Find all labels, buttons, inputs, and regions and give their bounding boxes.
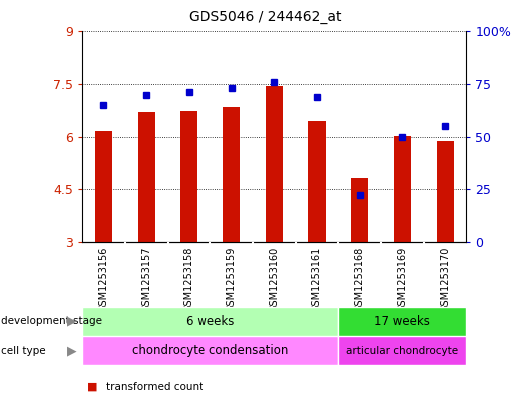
Bar [82, 307, 338, 336]
Text: GSM1253156: GSM1253156 [99, 247, 109, 312]
Text: development stage: development stage [1, 316, 102, 326]
Text: 6 weeks: 6 weeks [186, 315, 234, 328]
Bar [223, 107, 240, 242]
Bar [437, 141, 454, 242]
Bar [95, 131, 112, 242]
Bar [308, 121, 325, 242]
Text: GSM1253168: GSM1253168 [355, 247, 365, 312]
Bar [338, 336, 466, 365]
Text: GSM1253158: GSM1253158 [184, 247, 194, 312]
Text: GSM1253160: GSM1253160 [269, 247, 279, 312]
Bar [266, 86, 283, 242]
Bar [351, 178, 368, 242]
Text: GSM1253161: GSM1253161 [312, 247, 322, 312]
Bar [138, 112, 155, 242]
Text: GDS5046 / 244462_at: GDS5046 / 244462_at [189, 10, 341, 24]
Text: transformed count: transformed count [106, 382, 203, 392]
Bar [180, 111, 197, 242]
Text: GSM1253170: GSM1253170 [440, 247, 450, 312]
Text: ■: ■ [87, 382, 98, 392]
Text: ▶: ▶ [67, 344, 77, 357]
Text: chondrocyte condensation: chondrocyte condensation [132, 344, 288, 357]
Text: articular chondrocyte: articular chondrocyte [346, 346, 458, 356]
Text: cell type: cell type [1, 346, 46, 356]
Bar [394, 136, 411, 242]
Text: GSM1253169: GSM1253169 [398, 247, 408, 312]
Text: GSM1253159: GSM1253159 [227, 247, 236, 312]
Bar [338, 307, 466, 336]
Bar [82, 336, 338, 365]
Text: GSM1253157: GSM1253157 [141, 247, 151, 312]
Text: 17 weeks: 17 weeks [374, 315, 430, 328]
Text: ▶: ▶ [67, 315, 77, 328]
